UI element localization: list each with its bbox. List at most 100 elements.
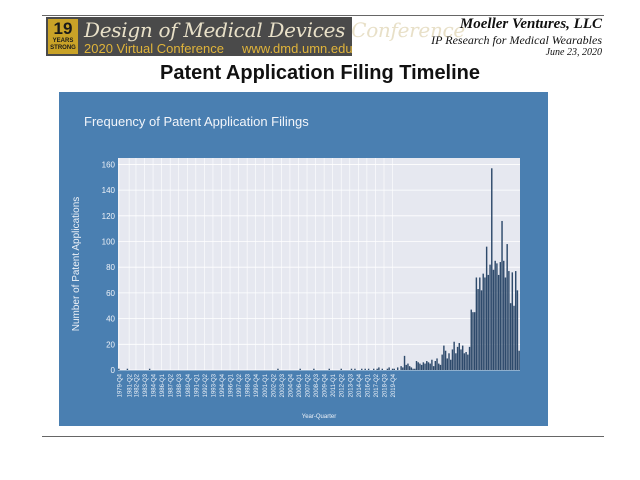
x-tick-label: 2006-Q1: [297, 373, 303, 397]
bar: [482, 273, 484, 370]
bar: [480, 290, 483, 370]
x-tick-label: 2011-Q1: [331, 373, 337, 397]
bar: [431, 359, 433, 370]
bar: [373, 368, 375, 370]
x-tick-label: 1992-Q2: [203, 373, 209, 397]
x-tick-label: 2002-Q2: [271, 373, 277, 397]
bar: [422, 362, 425, 370]
bar: [381, 368, 384, 370]
bar: [511, 272, 514, 370]
conference-subtitle: 2020 Virtual Conference: [84, 41, 224, 56]
years-strong-label: STRONG: [50, 45, 76, 51]
bar: [427, 362, 430, 370]
y-tick-label: 100: [102, 238, 116, 247]
bar: [417, 362, 419, 370]
bar: [408, 366, 411, 370]
bar: [458, 343, 460, 370]
bar: [509, 303, 512, 370]
y-tick-label: 80: [106, 263, 115, 272]
bar: [429, 363, 431, 370]
bar: [436, 358, 438, 370]
x-tick-label: 1981-Q2: [128, 373, 134, 397]
x-tick-label: 1999-Q4: [254, 373, 260, 397]
bar: [503, 260, 505, 370]
bar: [424, 363, 426, 370]
chart-panel: Frequency of Patent Application Filings …: [59, 92, 548, 426]
bar: [516, 290, 519, 370]
x-tick-label: 1979-Q4: [117, 373, 123, 397]
x-tick-label: 2012-Q2: [340, 373, 346, 397]
slide-title: Patent Application Filing Timeline: [159, 62, 481, 84]
x-axis-label: Year-Quarter: [302, 414, 336, 420]
x-tick-label: 1996-Q1: [229, 373, 235, 397]
bar: [340, 368, 342, 370]
y-tick-label: 0: [111, 366, 116, 375]
bar: [491, 168, 493, 370]
bar: [419, 363, 421, 370]
x-tick-label: 1983-Q3: [143, 373, 149, 397]
y-tick-label: 160: [102, 160, 116, 169]
years-number: 19: [53, 19, 73, 38]
bar: [467, 354, 469, 370]
y-axis-label: Number of Patent Applications: [71, 197, 82, 332]
bar: [441, 354, 443, 370]
bar: [499, 262, 502, 370]
bar: [513, 305, 515, 370]
x-tick-label: 1994-Q4: [220, 373, 226, 397]
bar: [426, 361, 428, 370]
bar: [451, 349, 454, 370]
x-tick-label: 2014-Q4: [357, 373, 363, 397]
bar: [328, 368, 330, 370]
bar: [477, 289, 479, 370]
bar: [494, 260, 496, 370]
x-tick-label: 2003-Q3: [280, 373, 286, 397]
bar: [492, 269, 495, 370]
bar: [402, 367, 404, 370]
bar: [412, 368, 414, 370]
bar: [475, 277, 478, 370]
bar: [420, 364, 423, 370]
x-tick-label: 1998-Q3: [246, 373, 252, 397]
bar: [453, 341, 455, 370]
x-tick-label: 2017-Q2: [374, 373, 380, 397]
x-tick-label: 2013-Q3: [348, 373, 354, 397]
bar: [489, 264, 491, 370]
x-tick-label: 1991-Q1: [194, 373, 200, 397]
bar: [506, 244, 508, 370]
chart-title: Frequency of Patent Application Filings: [84, 114, 309, 129]
x-tick-label: 2008-Q3: [314, 373, 320, 397]
bar: [410, 367, 413, 370]
years-label: YEARS: [52, 38, 74, 44]
bar: [364, 368, 366, 370]
y-tick-label: 60: [106, 289, 115, 298]
bar: [414, 368, 416, 370]
y-tick-label: 140: [102, 186, 116, 195]
bar: [367, 368, 370, 370]
bar: [501, 220, 503, 370]
bar: [405, 364, 407, 370]
conference-logo: 19 YEARS STRONG Design of Medical Device…: [46, 17, 465, 56]
bar: [485, 246, 488, 370]
bar: [148, 368, 151, 370]
bar: [393, 368, 395, 370]
x-tick-label: 2004-Q4: [288, 373, 294, 397]
bar: [456, 346, 459, 370]
footer-rule: [42, 436, 604, 437]
x-tick-label: 1982-Q2: [134, 373, 140, 397]
x-tick-label: 1984-Q4: [152, 373, 158, 397]
bar: [504, 277, 507, 370]
bar: [388, 367, 390, 370]
x-tick-label: 1993-Q3: [211, 373, 217, 397]
bar: [463, 353, 466, 370]
bar: [403, 355, 406, 370]
x-tick-label: 2007-Q2: [306, 373, 312, 397]
bar: [473, 312, 476, 370]
bar: [448, 353, 450, 370]
header-top-rule: [42, 15, 604, 16]
bar: [497, 274, 500, 370]
x-tick-label: 2018-Q3: [383, 373, 389, 397]
y-tick-label: 120: [102, 212, 116, 221]
y-tick-label: 20: [106, 340, 115, 349]
bar: [518, 350, 520, 370]
bar: [443, 345, 445, 370]
